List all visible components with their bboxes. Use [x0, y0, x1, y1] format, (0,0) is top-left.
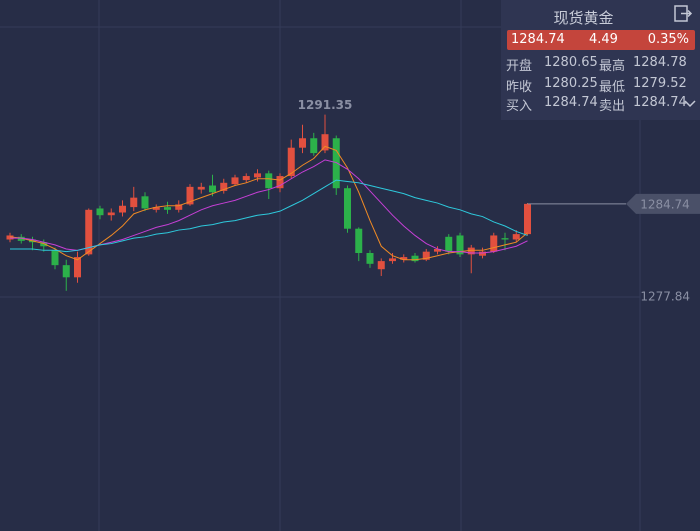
icon-arrow: [681, 9, 693, 18]
candle-body: [389, 258, 396, 262]
value: 1279.52: [633, 76, 687, 91]
candle-body: [130, 197, 138, 208]
candle-body: [209, 185, 216, 193]
candle-body: [377, 261, 385, 270]
candle-body: [51, 250, 59, 266]
candle-body: [40, 242, 48, 247]
candle-body: [434, 248, 441, 252]
candle-body: [512, 234, 520, 240]
quote-panel: 现货黄金 1284.74 4.49 0.35% 开盘 1280.65 最高 12…: [501, 0, 700, 120]
label: 买入: [506, 99, 533, 114]
candle-body: [197, 186, 205, 190]
y-tick-label: 1277.84: [640, 290, 690, 304]
candle-body: [287, 147, 295, 177]
chevron: [684, 100, 696, 108]
value: 1284.74: [633, 95, 687, 110]
change: 4.49: [589, 32, 618, 47]
candle-body: [400, 257, 408, 260]
candle-body: [456, 235, 464, 255]
candle-body: [254, 173, 261, 178]
label: 最低: [599, 80, 626, 95]
candle-body: [276, 176, 284, 189]
candle-body: [299, 138, 306, 148]
quote-title: 现货黄金: [553, 9, 614, 27]
candle-body: [310, 138, 318, 154]
value: 1280.25: [544, 76, 598, 91]
label: 昨收: [506, 80, 533, 95]
percent: 0.35%: [647, 32, 689, 47]
label: 卖出: [599, 99, 626, 114]
exit-icon[interactable]: [673, 4, 693, 24]
candle-body: [186, 186, 194, 205]
dropdown-icon[interactable]: [684, 99, 696, 109]
candle-body: [6, 235, 14, 240]
candle-body: [321, 134, 329, 151]
candle-body: [242, 176, 250, 181]
candle-body: [265, 173, 273, 189]
candle-body: [62, 265, 70, 278]
max-label: 1291.35: [298, 98, 353, 112]
candle-body: [524, 203, 531, 235]
candle-body: [479, 251, 486, 256]
last-price-marker: [626, 193, 700, 214]
candle-body: [501, 238, 509, 240]
candle-body: [164, 207, 171, 210]
candle-body: [107, 212, 115, 216]
price: 1284.74: [511, 32, 565, 47]
candle-body: [119, 205, 126, 213]
candle-body: [422, 251, 430, 260]
candle-body: [332, 138, 340, 189]
candle-body: [467, 247, 475, 255]
value: 1280.65: [544, 55, 598, 70]
value: 1284.78: [633, 55, 687, 70]
candle-body: [141, 196, 149, 209]
candle-body: [17, 236, 25, 241]
candle-body: [231, 177, 239, 185]
label: 开盘: [506, 59, 533, 74]
candle-body: [220, 182, 228, 191]
candle-body: [74, 257, 81, 278]
last-price-label: 1284.74: [640, 197, 690, 211]
price-row: 1284.74 4.49 0.35%: [507, 30, 695, 50]
candle-body: [411, 255, 419, 262]
candle-body: [85, 209, 93, 255]
candle-body: [355, 228, 363, 254]
value: 1284.74: [544, 95, 598, 110]
candle-body: [175, 204, 183, 210]
candle-body: [366, 253, 374, 264]
candle-body: [490, 235, 498, 252]
candle-body: [445, 236, 453, 252]
candle-body: [344, 188, 351, 229]
candle-body: [96, 208, 104, 216]
candle-body: [152, 207, 160, 210]
label: 最高: [599, 59, 626, 74]
moving-average: [10, 179, 528, 253]
